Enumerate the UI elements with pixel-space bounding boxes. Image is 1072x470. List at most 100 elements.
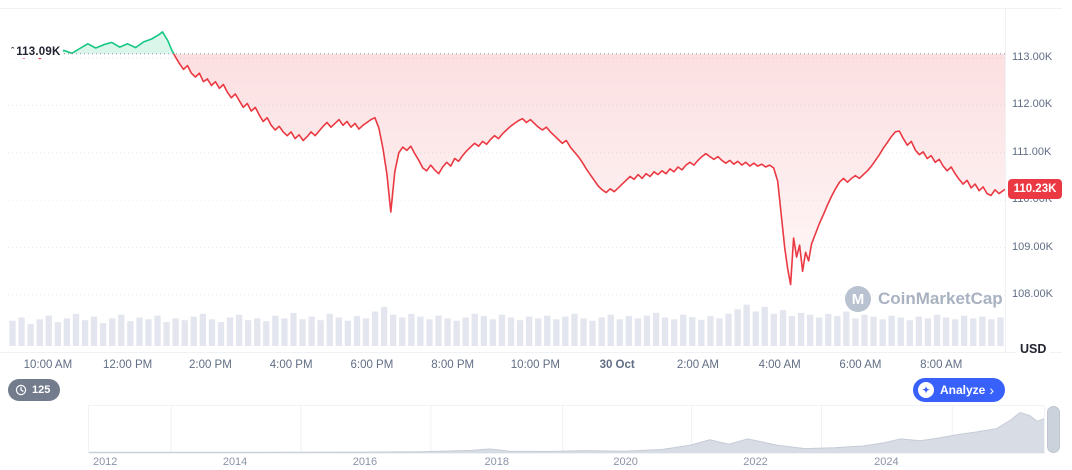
timeline-year-label: 2022 xyxy=(743,456,768,468)
timeline-year-label: 2024 xyxy=(874,456,899,468)
volume-bar xyxy=(263,321,270,346)
x-axis-label: 12:00 PM xyxy=(103,359,153,371)
volume-bar xyxy=(344,320,351,346)
volume-bar xyxy=(254,318,261,346)
analyze-button-label: Analyze xyxy=(940,383,986,397)
volume-bar xyxy=(861,314,868,346)
volume-bar xyxy=(63,318,70,346)
volume-bar xyxy=(625,316,632,346)
volume-bar xyxy=(816,317,823,346)
volume-bar xyxy=(942,317,950,346)
volume-bar xyxy=(643,315,651,346)
volume-bar xyxy=(90,316,98,346)
volume-bar xyxy=(353,316,361,346)
volume-bar xyxy=(979,316,986,346)
volume-bar xyxy=(127,321,134,346)
volume-bar xyxy=(45,315,52,346)
y-axis-label: 108.00K xyxy=(1012,288,1053,300)
volume-bar xyxy=(118,314,125,346)
x-axis-label: 10:00 AM xyxy=(23,359,73,371)
volume-bar xyxy=(281,318,288,346)
x-axis-label: 4:00 AM xyxy=(758,359,801,371)
x-axis-label: 2:00 AM xyxy=(676,359,720,371)
volume-bar xyxy=(734,309,741,346)
volume-bar xyxy=(788,316,796,346)
y-axis-label: 109.00K xyxy=(1012,240,1053,253)
volume-bar xyxy=(444,318,451,346)
volume-bar xyxy=(743,304,750,346)
volume-bar xyxy=(36,319,43,346)
x-axis-label: 8:00 PM xyxy=(431,359,475,371)
main-price-chart[interactable] xyxy=(0,8,1005,354)
volume-bar xyxy=(879,319,886,346)
volume-bar xyxy=(498,314,506,346)
volume-bar xyxy=(163,322,170,346)
volume-bar xyxy=(417,316,424,346)
volume-bar xyxy=(933,314,941,346)
volume-bar xyxy=(988,319,995,346)
volume-bar xyxy=(952,319,959,346)
volume-bar xyxy=(671,319,678,346)
brush-handle[interactable] xyxy=(1047,406,1060,453)
volume-bar xyxy=(580,318,587,346)
volume-bar xyxy=(834,316,841,346)
volume-bar xyxy=(707,316,714,346)
volume-bar xyxy=(661,317,669,346)
price-area-down xyxy=(8,53,1005,285)
volume-bar xyxy=(779,310,787,346)
volume-bar xyxy=(607,314,614,346)
volume-bar xyxy=(236,314,243,346)
currency-label[interactable]: USD xyxy=(1016,341,1051,357)
x-axis-divider xyxy=(0,352,1062,353)
volume-bar xyxy=(507,317,515,346)
volume-bar xyxy=(562,316,569,346)
volume-bar xyxy=(290,312,297,346)
x-axis-label: 30 Oct xyxy=(599,359,635,371)
x-axis-label: 8:00 AM xyxy=(920,359,963,371)
volume-bar xyxy=(516,320,524,346)
volume-bar xyxy=(843,311,850,346)
volume-bar xyxy=(272,315,279,346)
volume-bar xyxy=(924,318,932,346)
current-price-badge: 110.23K xyxy=(1008,179,1062,200)
volume-bar xyxy=(897,317,904,346)
volume-bar xyxy=(852,318,859,346)
volume-bar xyxy=(381,306,388,346)
volume-bar xyxy=(652,312,660,346)
all-time-history-chart xyxy=(89,406,1044,453)
volume-bar xyxy=(190,316,197,346)
timeline-brush[interactable] xyxy=(88,405,1045,454)
volume-bar xyxy=(136,317,143,346)
volume-bar xyxy=(544,315,551,346)
volume-bar xyxy=(589,320,596,346)
history-count-pill[interactable]: 125 xyxy=(8,379,61,401)
volume-bar xyxy=(725,313,732,346)
volume-bar xyxy=(770,313,777,346)
volume-bar xyxy=(797,312,805,346)
current-price-value: 110.23K xyxy=(1013,183,1057,196)
volume-bar xyxy=(226,317,234,346)
volume-bar xyxy=(399,317,406,346)
volume-bar xyxy=(616,319,623,346)
volume-bar xyxy=(435,315,442,346)
open-price-marker-icon: ˆ xyxy=(11,46,15,56)
analyze-button[interactable]: ✦ Analyze › xyxy=(913,378,1006,402)
volume-bar xyxy=(72,313,80,346)
coinmarketcap-logo-icon: M xyxy=(845,286,871,312)
volume-bar xyxy=(489,319,496,346)
volume-bar xyxy=(335,317,342,346)
volume-bar xyxy=(961,315,968,346)
history-area xyxy=(89,412,1044,453)
volume-bar xyxy=(172,318,179,346)
volume-bar xyxy=(970,318,977,346)
volume-bar xyxy=(761,306,768,346)
volume-bar xyxy=(199,313,206,346)
open-price-label: ˆ 113.09K xyxy=(8,46,64,58)
volume-bar xyxy=(245,320,252,346)
history-line xyxy=(89,411,1044,453)
volume-bar xyxy=(208,319,216,346)
x-axis-label: 6:00 PM xyxy=(350,359,394,371)
y-axis-label: 113.00K xyxy=(1012,51,1053,63)
history-clock-icon xyxy=(15,384,27,396)
volume-bar xyxy=(526,316,533,346)
